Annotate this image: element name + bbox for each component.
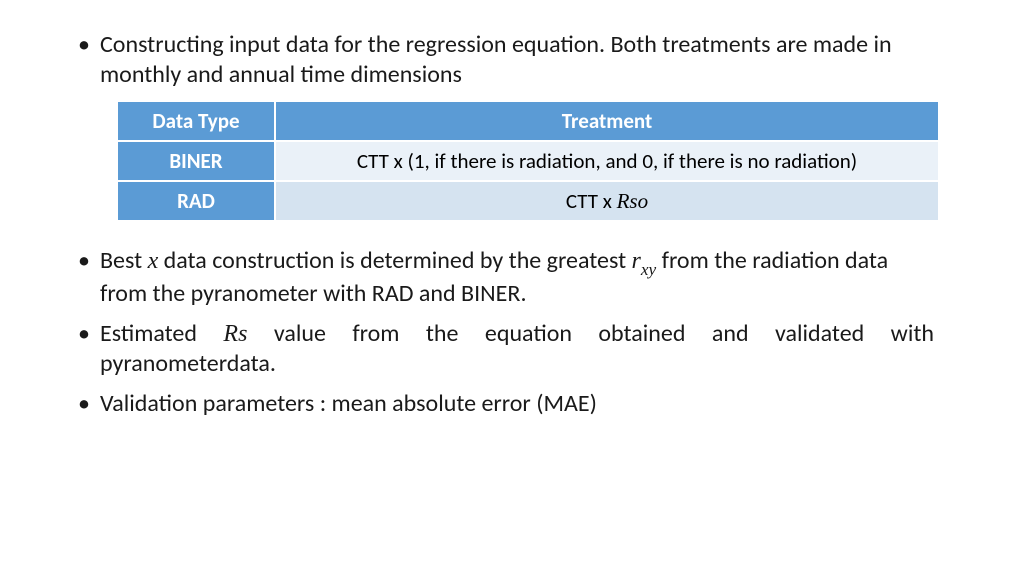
bullet-2-pre: Best	[100, 246, 148, 275]
th-treatment: Treatment	[275, 102, 938, 141]
bullet-3: Estimated Rs value from the equation obt…	[78, 319, 934, 379]
bullet-2: Best x data construction is determined b…	[78, 246, 934, 309]
row-cell-rad: CTT x Rso	[275, 181, 938, 220]
slide-body: Constructing input data for the regressi…	[0, 0, 1024, 576]
bullet-list: Constructing input data for the regressi…	[78, 30, 934, 90]
th-data-type: Data Type	[118, 102, 275, 141]
bullet-1: Constructing input data for the regressi…	[78, 30, 934, 90]
cell-rad-pre: CTT x	[566, 188, 617, 214]
bullet-2-mid: data construction is determined by the g…	[158, 246, 631, 275]
bullet-2-r: r	[632, 248, 641, 274]
bullet-1-text: Constructing input data for the regressi…	[100, 30, 892, 89]
bullet-2-rsub: xy	[641, 260, 656, 279]
table-row: RAD CTT x Rso	[118, 181, 938, 220]
cell-rad-rso: Rso	[617, 189, 649, 213]
bullet-3-pre: Estimated	[100, 319, 223, 348]
treatment-table: Data Type Treatment BINER CTT x (1, if t…	[118, 102, 938, 220]
row-cell-biner: CTT x (1, if there is radiation, and 0, …	[275, 141, 938, 181]
row-label-rad: RAD	[118, 181, 275, 220]
bullet-3-rs: Rs	[223, 321, 247, 347]
bullet-2-x: x	[148, 248, 159, 274]
bullet-4-text: Validation parameters : mean absolute er…	[100, 389, 597, 418]
bullet-list-2: Best x data construction is determined b…	[78, 246, 934, 419]
table-header-row: Data Type Treatment	[118, 102, 938, 141]
row-label-biner: BINER	[118, 141, 275, 181]
table-row: BINER CTT x (1, if there is radiation, a…	[118, 141, 938, 181]
bullet-4: Validation parameters : mean absolute er…	[78, 389, 934, 419]
